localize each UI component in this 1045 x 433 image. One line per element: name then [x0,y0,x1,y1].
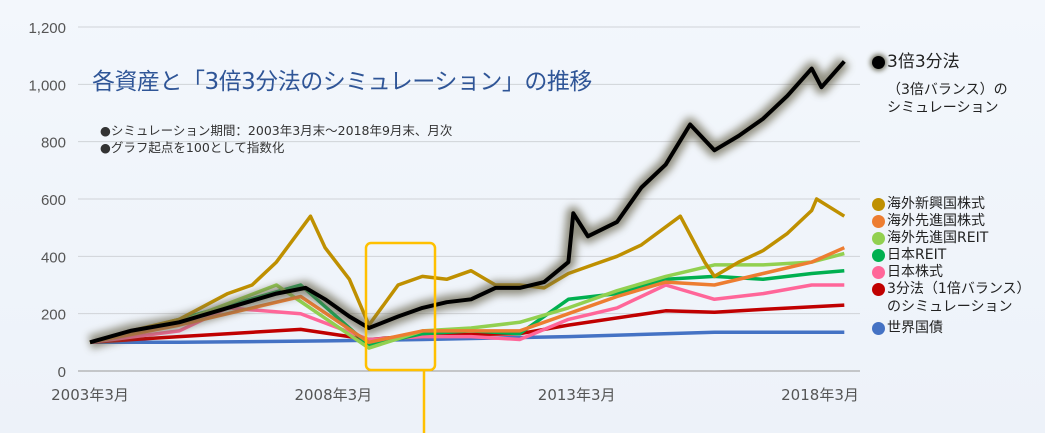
legend-sub: （3倍バランス）の [887,82,1008,98]
note-period: ●シミュレーション期間：2003年3月末～2018年9月末、月次 [100,123,453,138]
y-tick-label: 200 [41,307,66,324]
y-tick-label: 0 [58,364,66,381]
series-line-5 [89,246,846,345]
legend-label: 日本株式 [887,264,943,280]
legend-item: 海外先進国REIT [872,230,1031,247]
legend-label: 3分法（1倍バランス） [887,281,1031,297]
y-tick-label: 400 [41,249,66,266]
legend-dot [872,56,885,69]
legend-item: 海外先進国株式 [872,213,1031,230]
legend-sub: のシミュレーション [887,299,1013,315]
legend-item: 海外新興国株式 [872,196,1031,213]
series-line-7 [89,60,846,345]
legend-label: 世界国債 [887,320,943,336]
series-line-0 [90,330,845,345]
x-tick-label: 2018年3月 [781,386,859,404]
legend-label: 海外先進国REIT [887,230,989,246]
legend-dot [872,283,885,296]
legend-dot [872,322,885,335]
legend-label: 海外新興国株式 [887,196,985,212]
x-tick-label: 2008年3月 [294,386,372,404]
legend-item: 日本REIT [872,247,1031,264]
legend-label: 海外先進国株式 [887,213,985,229]
y-tick-label: 1,000 [28,77,66,94]
legend: 海外新興国株式 海外先進国株式 海外先進国REIT 日本REIT 日本株式 3分法（1倍バ… [872,196,1031,337]
x-tick-label: 2003年3月 [51,386,129,404]
legend-label: 日本REIT [887,247,947,263]
x-tick-label: 2013年3月 [538,386,616,404]
y-tick-label: 800 [41,135,66,152]
legend-dot [872,249,885,262]
legend-sub: シミュレーション [887,100,999,116]
y-tick-label: 1,200 [28,20,66,37]
y-tick-label: 600 [41,192,66,209]
legend-label: 3倍3分法 [887,52,960,72]
note-index: ●グラフ起点を100として指数化 [100,140,285,155]
legend-dot [872,198,885,211]
legend-dot [872,232,885,245]
legend-dot [872,266,885,279]
legend-item: 世界国債 [872,320,1031,337]
chart-title: 各資産と「3倍3分法のシミュレーション」の推移 [92,69,592,95]
series-line-2 [89,283,845,345]
highlight-box [364,241,437,372]
legend-item: 3分法（1倍バランス） [872,281,1031,298]
legend-item-3x: 3倍3分法 （3倍バランス）の シミュレーション [872,52,1008,117]
legend-item: 日本株式 [872,264,1031,281]
legend-dot [872,215,885,228]
